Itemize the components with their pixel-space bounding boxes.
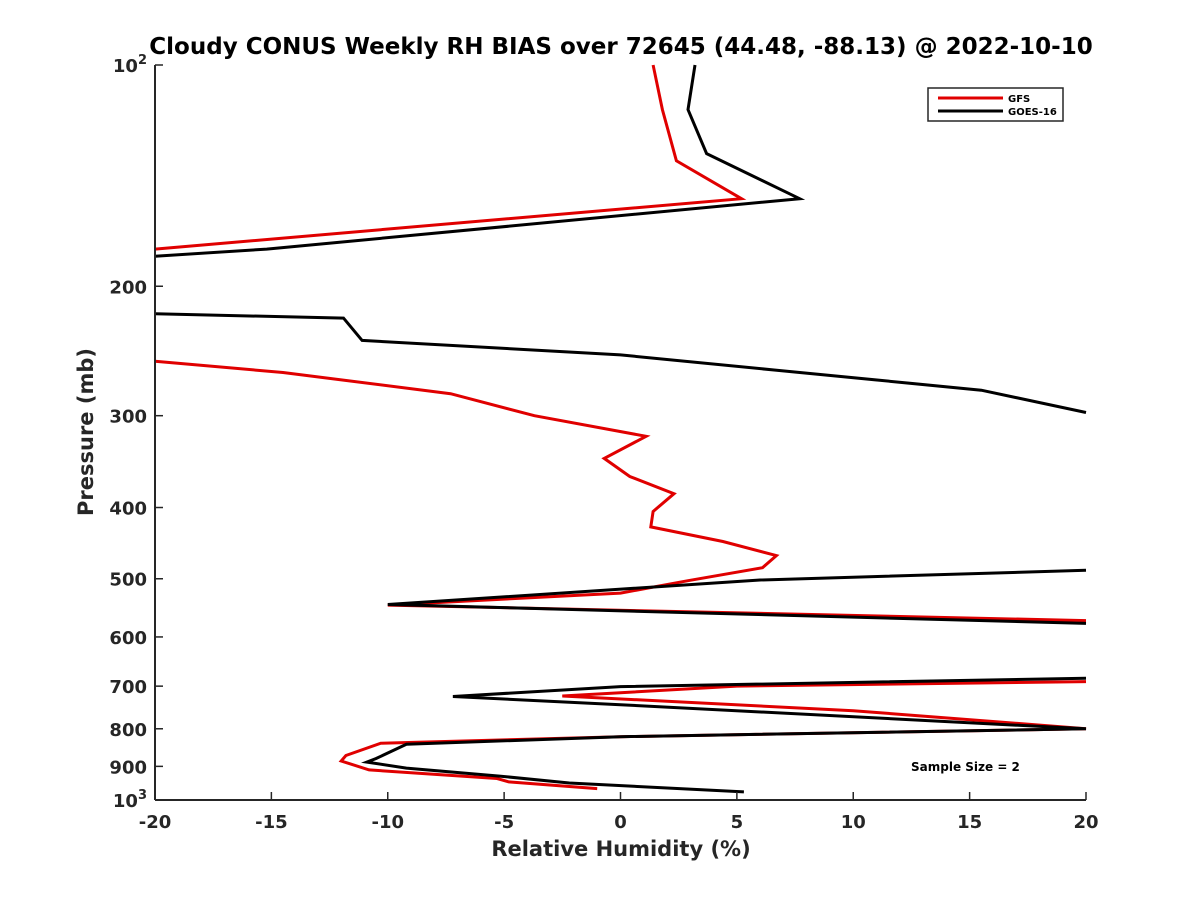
x-tick-label: 10 bbox=[841, 812, 866, 833]
plot-area: -20 -15 -10 -5 0 5 10 15 20 10220030040050060070… bbox=[109, 53, 1098, 833]
chart-title: Cloudy CONUS Weekly RH BIAS over 72645 (… bbox=[149, 34, 1092, 60]
x-axis-label: Relative Humidity (%) bbox=[491, 837, 750, 861]
series-layer bbox=[154, 64, 1087, 794]
x-tick-label: -10 bbox=[371, 812, 404, 833]
x-tick-label: -5 bbox=[494, 812, 514, 833]
y-axis-label: Pressure (mb) bbox=[74, 348, 98, 516]
y-tick-label: 900 bbox=[109, 757, 147, 778]
legend: GFS GOES-16 bbox=[927, 87, 1064, 122]
y-tick-exponent: 2 bbox=[138, 53, 147, 68]
series-line-goes-16 bbox=[387, 568, 1087, 625]
y-tick-base: 10 bbox=[113, 791, 138, 812]
y-tick-exponent: 3 bbox=[138, 788, 147, 803]
legend-items: GFS GOES-16 bbox=[938, 94, 1057, 118]
x-tick-label: 20 bbox=[1073, 812, 1098, 833]
y-tick-label: 400 bbox=[109, 499, 147, 520]
series-line-gfs bbox=[154, 64, 747, 251]
x-tick-label: 15 bbox=[957, 812, 982, 833]
series-line-goes-16 bbox=[154, 64, 806, 258]
legend-label: GOES-16 bbox=[1008, 107, 1057, 118]
y-tick-base: 10 bbox=[113, 56, 138, 77]
x-tick-label: -15 bbox=[255, 812, 288, 833]
x-tick-label: -20 bbox=[139, 812, 172, 833]
x-tick-label: 5 bbox=[731, 812, 744, 833]
y-tick-label: 500 bbox=[109, 570, 147, 591]
series-line-goes-16 bbox=[154, 312, 1087, 414]
series-line-goes-16 bbox=[360, 676, 1087, 794]
y-tick-label: 103 bbox=[113, 788, 147, 812]
y-tick-label: 600 bbox=[109, 628, 147, 649]
x-tick-label: 0 bbox=[614, 812, 627, 833]
legend-box bbox=[927, 87, 1064, 122]
y-tick-label: 300 bbox=[109, 407, 147, 428]
x-ticks: -20 -15 -10 -5 0 5 10 15 20 bbox=[139, 792, 1099, 833]
y-tick-label: 200 bbox=[109, 277, 147, 298]
legend-label: GFS bbox=[1008, 94, 1030, 105]
sample-size-annotation: Sample Size = 2 bbox=[911, 760, 1020, 774]
y-tick-label: 700 bbox=[109, 677, 147, 698]
y-tick-label: 800 bbox=[109, 720, 147, 741]
y-tick-label: 102 bbox=[113, 53, 147, 77]
